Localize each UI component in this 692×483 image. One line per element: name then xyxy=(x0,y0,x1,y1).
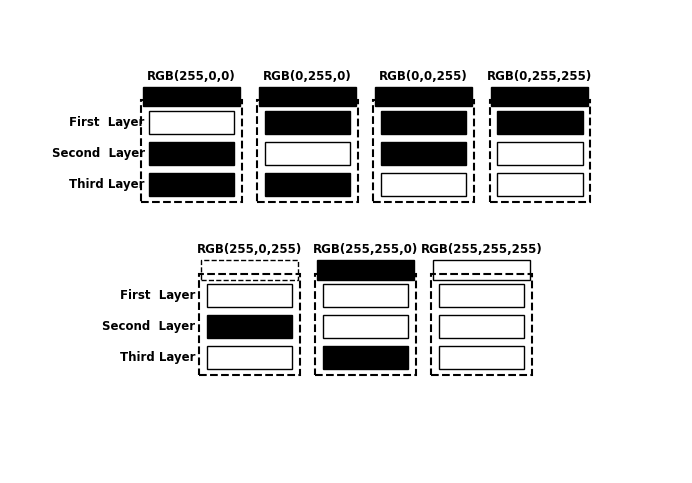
Bar xyxy=(265,111,350,134)
Bar xyxy=(207,346,292,369)
Bar xyxy=(207,315,292,338)
Text: RGB(255,0,0): RGB(255,0,0) xyxy=(147,70,235,83)
Bar xyxy=(259,87,356,106)
Text: RGB(0,255,255): RGB(0,255,255) xyxy=(487,70,592,83)
Text: RGB(0,0,255): RGB(0,0,255) xyxy=(379,70,468,83)
Bar xyxy=(498,111,583,134)
Bar xyxy=(439,315,525,338)
Bar xyxy=(439,346,525,369)
Text: First  Layer: First Layer xyxy=(69,116,145,129)
Text: First  Layer: First Layer xyxy=(120,289,195,302)
Bar xyxy=(323,284,408,308)
Bar xyxy=(498,142,583,165)
Bar xyxy=(381,142,466,165)
Bar xyxy=(498,173,583,196)
Bar xyxy=(489,100,590,202)
Bar xyxy=(149,173,234,196)
Bar xyxy=(201,260,298,280)
Bar xyxy=(140,100,242,202)
Text: Second  Layer: Second Layer xyxy=(51,147,145,160)
Text: Third Layer: Third Layer xyxy=(69,178,145,191)
Bar xyxy=(317,260,414,280)
Bar xyxy=(265,142,350,165)
Bar xyxy=(199,273,300,375)
Text: RGB(0,255,0): RGB(0,255,0) xyxy=(263,70,352,83)
Bar xyxy=(381,173,466,196)
Bar xyxy=(143,87,239,106)
Bar xyxy=(491,87,588,106)
Text: RGB(255,255,0): RGB(255,255,0) xyxy=(313,243,418,256)
Bar xyxy=(149,111,234,134)
Bar xyxy=(315,273,416,375)
Bar xyxy=(323,346,408,369)
Bar xyxy=(207,284,292,308)
Bar xyxy=(381,111,466,134)
Text: RGB(255,255,255): RGB(255,255,255) xyxy=(421,243,543,256)
Text: Third Layer: Third Layer xyxy=(120,351,195,364)
Bar xyxy=(431,273,532,375)
Bar xyxy=(439,284,525,308)
Bar xyxy=(265,173,350,196)
Bar xyxy=(257,100,358,202)
Bar xyxy=(149,142,234,165)
Bar xyxy=(323,315,408,338)
Text: RGB(255,0,255): RGB(255,0,255) xyxy=(197,243,302,256)
Bar xyxy=(375,87,472,106)
Bar xyxy=(373,100,474,202)
Text: Second  Layer: Second Layer xyxy=(102,320,195,333)
Bar xyxy=(433,260,530,280)
